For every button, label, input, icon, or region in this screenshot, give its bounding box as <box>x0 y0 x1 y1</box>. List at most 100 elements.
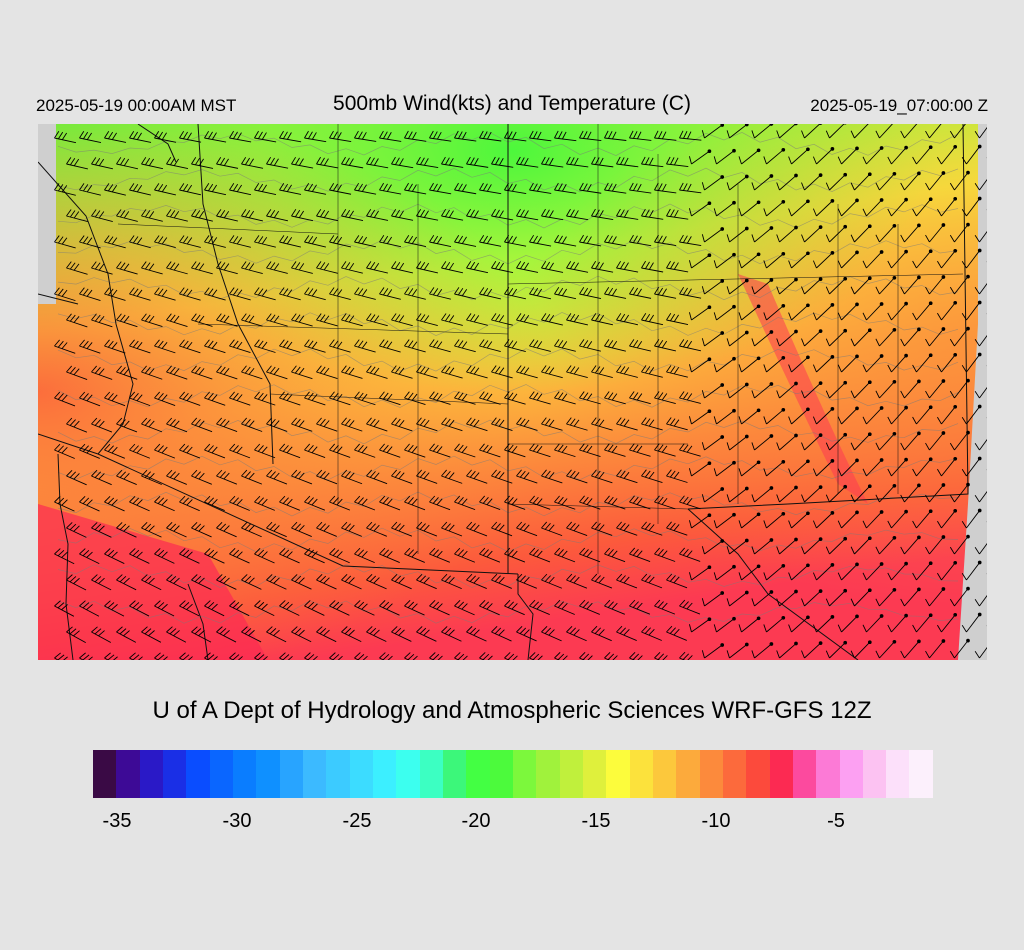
wind-barb <box>666 573 688 589</box>
wind-barb <box>751 278 774 295</box>
wind-barb <box>66 157 88 170</box>
wind-barb <box>529 547 551 563</box>
wind-barb <box>66 626 86 643</box>
wind-barb <box>862 614 884 633</box>
wind-barb <box>579 599 600 615</box>
wind-barb <box>129 130 152 143</box>
wind-barb <box>862 302 884 321</box>
wind-barb <box>688 357 712 373</box>
border-line <box>38 293 79 305</box>
wind-barb <box>429 443 451 458</box>
wind-barb <box>666 313 689 325</box>
wind-barb <box>654 130 677 141</box>
wind-barb <box>925 223 946 243</box>
wind-barb <box>641 521 663 536</box>
wind-barb <box>391 208 414 221</box>
wind-barb <box>679 547 701 562</box>
wind-barb <box>887 561 908 581</box>
wind-barb <box>679 443 701 457</box>
wind-barb <box>79 183 101 196</box>
wind-barb <box>291 469 313 485</box>
wind-barb <box>79 235 101 249</box>
wind-barb <box>379 339 401 353</box>
wind-barb <box>366 626 387 642</box>
wind-barb <box>116 626 137 643</box>
wind-barb <box>812 199 835 217</box>
wind-barb <box>79 287 101 301</box>
wind-barb <box>763 459 786 477</box>
wind-barb <box>776 589 798 607</box>
wind-barb <box>900 327 921 347</box>
wind-barb <box>229 600 250 617</box>
wind-barb <box>763 303 786 321</box>
wind-barb <box>666 417 688 431</box>
colorbar-swatch <box>116 750 140 798</box>
wind-barb <box>937 300 958 321</box>
wind-barb <box>887 457 908 477</box>
wind-barb <box>441 365 463 379</box>
wind-barb <box>341 313 363 327</box>
wind-barb <box>54 183 76 196</box>
wind-barb <box>479 130 502 142</box>
colorbar-swatch <box>396 750 420 798</box>
wind-barb <box>454 339 476 353</box>
wind-barb <box>379 130 402 142</box>
wind-barb <box>937 144 958 165</box>
wind-barb <box>366 573 387 590</box>
wind-barb <box>441 156 464 168</box>
wind-barb <box>91 313 113 328</box>
wind-barb <box>304 287 326 301</box>
wind-barb <box>54 131 77 144</box>
wind-barb <box>949 378 970 399</box>
wind-barb <box>491 626 512 642</box>
valid-time-label: 2025-05-19_07:00:00 Z <box>810 96 988 115</box>
wind-barb <box>316 574 337 590</box>
wind-barb <box>554 495 576 510</box>
wind-barb <box>141 574 162 591</box>
wind-barb <box>166 417 188 433</box>
wind-barb <box>416 261 439 274</box>
wind-barb <box>216 209 238 222</box>
wind-barb <box>591 313 614 326</box>
wind-barb <box>504 547 526 563</box>
wind-barb <box>229 391 251 406</box>
wind-barb <box>541 573 563 589</box>
wind-barb <box>354 182 377 195</box>
wind-barb <box>666 365 688 378</box>
wind-barb <box>129 548 150 564</box>
wind-barb <box>341 574 362 590</box>
wind-barb <box>229 183 252 196</box>
wind-barb <box>191 209 213 222</box>
wind-barb <box>229 287 251 301</box>
wind-barb <box>738 460 761 477</box>
wind-barb <box>541 260 564 273</box>
wind-barb <box>912 353 933 373</box>
wind-barb <box>466 156 489 168</box>
wind-barb <box>466 573 487 589</box>
county-line <box>507 273 964 285</box>
wind-barb <box>241 574 262 590</box>
wind-barb <box>191 469 213 485</box>
wind-barb <box>566 313 588 326</box>
wind-barb <box>604 182 627 194</box>
wind-barb <box>329 391 351 406</box>
wind-barb <box>850 124 871 139</box>
wind-barb <box>54 600 75 617</box>
wind-barb <box>529 391 551 405</box>
wind-barb <box>254 443 276 459</box>
wind-barb <box>825 328 848 347</box>
wind-barb <box>900 431 921 451</box>
wind-barb <box>479 182 502 195</box>
wind-barb <box>454 235 477 247</box>
wind-barb <box>141 626 162 643</box>
wind-barb <box>404 235 427 248</box>
wind-barb <box>279 443 301 459</box>
wind-barb <box>949 170 970 191</box>
wind-barb <box>479 339 501 353</box>
wind-barb <box>429 652 443 660</box>
wind-barb <box>688 201 712 217</box>
wind-barb <box>738 304 761 321</box>
wind-barb <box>429 182 452 195</box>
wind-barb <box>751 538 774 555</box>
wind-barb <box>191 157 214 169</box>
